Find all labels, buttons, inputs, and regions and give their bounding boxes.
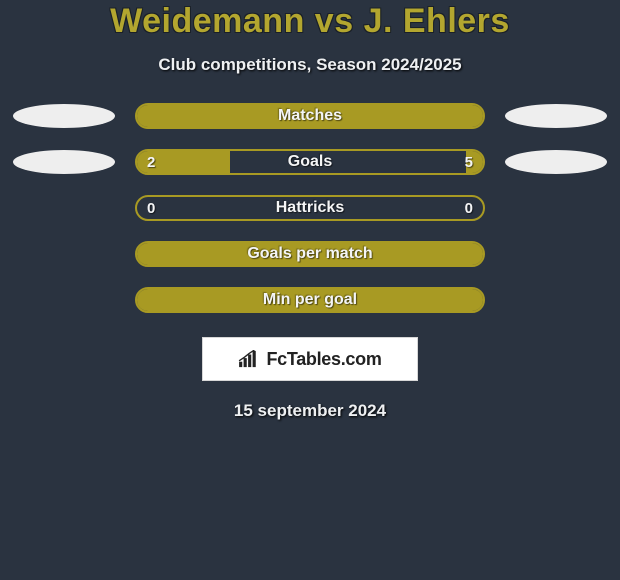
stat-bar: Matches — [135, 103, 485, 129]
stat-bar: Goals per match — [135, 241, 485, 267]
right-pill — [505, 104, 607, 128]
stat-label: Hattricks — [137, 197, 483, 219]
stat-bar: 00Hattricks — [135, 195, 485, 221]
date-text: 15 september 2024 — [234, 401, 386, 421]
bar-chart-icon — [238, 350, 260, 368]
left-pill — [13, 150, 115, 174]
subtitle-text: Club competitions, Season 2024/2025 — [158, 55, 461, 75]
stat-label: Goals — [137, 151, 483, 173]
left-pill — [13, 104, 115, 128]
stat-label: Goals per match — [137, 243, 483, 265]
stats-rows: Matches 25Goals 00Hattricks Goals per match… — [0, 103, 620, 313]
player-left-name: Weidemann — [110, 2, 305, 40]
stat-row: Goals per match — [0, 241, 620, 267]
stat-row: Matches — [0, 103, 620, 129]
stat-label: Min per goal — [137, 289, 483, 311]
page-title: Weidemann vs J. Ehlers — [110, 2, 510, 41]
stat-row: Min per goal — [0, 287, 620, 313]
comparison-card: Weidemann vs J. Ehlers Club competitions… — [0, 0, 620, 421]
stat-bar: Min per goal — [135, 287, 485, 313]
right-pill — [505, 150, 607, 174]
stat-row: 25Goals — [0, 149, 620, 175]
vs-separator: vs — [315, 2, 354, 40]
stat-row: 00Hattricks — [0, 195, 620, 221]
player-right-name: J. Ehlers — [364, 2, 510, 40]
stat-bar: 25Goals — [135, 149, 485, 175]
stat-label: Matches — [137, 105, 483, 127]
brand-badge[interactable]: FcTables.com — [202, 337, 418, 381]
brand-name: FcTables.com — [266, 349, 381, 370]
